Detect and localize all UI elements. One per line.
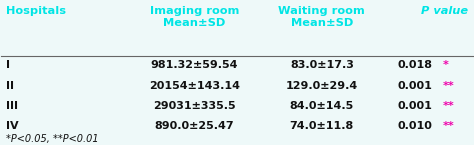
Text: 83.0±17.3: 83.0±17.3 [290,60,354,70]
Text: 29031±335.5: 29031±335.5 [153,101,236,111]
Text: Waiting room
Mean±SD: Waiting room Mean±SD [278,7,365,28]
Text: 890.0±25.47: 890.0±25.47 [155,121,235,131]
Text: 0.001: 0.001 [397,80,432,90]
Text: III: III [6,101,18,111]
Text: 20154±143.14: 20154±143.14 [149,80,240,90]
Text: 74.0±11.8: 74.0±11.8 [290,121,354,131]
Text: I: I [6,60,10,70]
Text: 0.001: 0.001 [397,101,432,111]
Text: **: ** [442,80,454,90]
Text: 981.32±59.54: 981.32±59.54 [151,60,238,70]
Text: *: * [442,60,448,70]
Text: 0.018: 0.018 [397,60,432,70]
Text: 129.0±29.4: 129.0±29.4 [286,80,358,90]
Text: IV: IV [6,121,19,131]
Text: *P<0.05, **P<0.01: *P<0.05, **P<0.01 [6,134,99,144]
Text: 84.0±14.5: 84.0±14.5 [290,101,354,111]
Text: **: ** [442,121,454,131]
Text: **: ** [442,101,454,111]
Text: Hospitals: Hospitals [6,7,66,16]
Text: II: II [6,80,14,90]
Text: 0.010: 0.010 [397,121,432,131]
Text: Imaging room
Mean±SD: Imaging room Mean±SD [150,7,239,28]
Text: P value: P value [421,7,468,16]
